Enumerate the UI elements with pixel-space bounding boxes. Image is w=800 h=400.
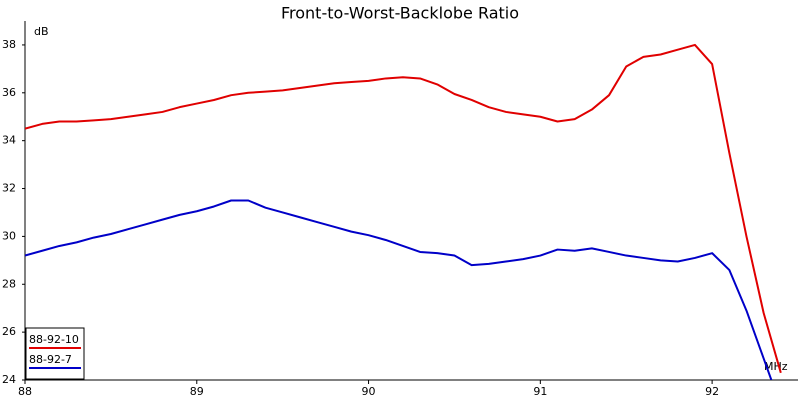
y-tick-label: 28	[2, 277, 16, 290]
plot-area	[25, 43, 782, 380]
y-tick-label: 32	[2, 182, 16, 195]
y-tick-label: 26	[2, 325, 16, 338]
series-line	[25, 199, 773, 380]
x-axis-label: MHz	[764, 360, 788, 373]
x-tick-label: 92	[705, 385, 719, 398]
y-tick-label: 36	[2, 86, 16, 99]
x-tick-label: 89	[190, 385, 204, 398]
legend-label: 88-92-10	[29, 333, 79, 346]
x-tick-label: 88	[18, 385, 32, 398]
y-tick-label: 24	[2, 373, 16, 386]
y-tick-label: 34	[2, 134, 16, 147]
chart-title: Front-to-Worst-Backlobe Ratio	[281, 4, 519, 23]
legend-label: 88-92-7	[29, 353, 72, 366]
legend-box	[25, 327, 85, 380]
series-line	[25, 43, 782, 374]
y-tick-label: 30	[2, 229, 16, 242]
y-axis-label: dB	[34, 25, 49, 38]
x-tick-label: 91	[533, 385, 547, 398]
x-tick-label: 90	[362, 385, 376, 398]
y-tick-label: 38	[2, 38, 16, 51]
